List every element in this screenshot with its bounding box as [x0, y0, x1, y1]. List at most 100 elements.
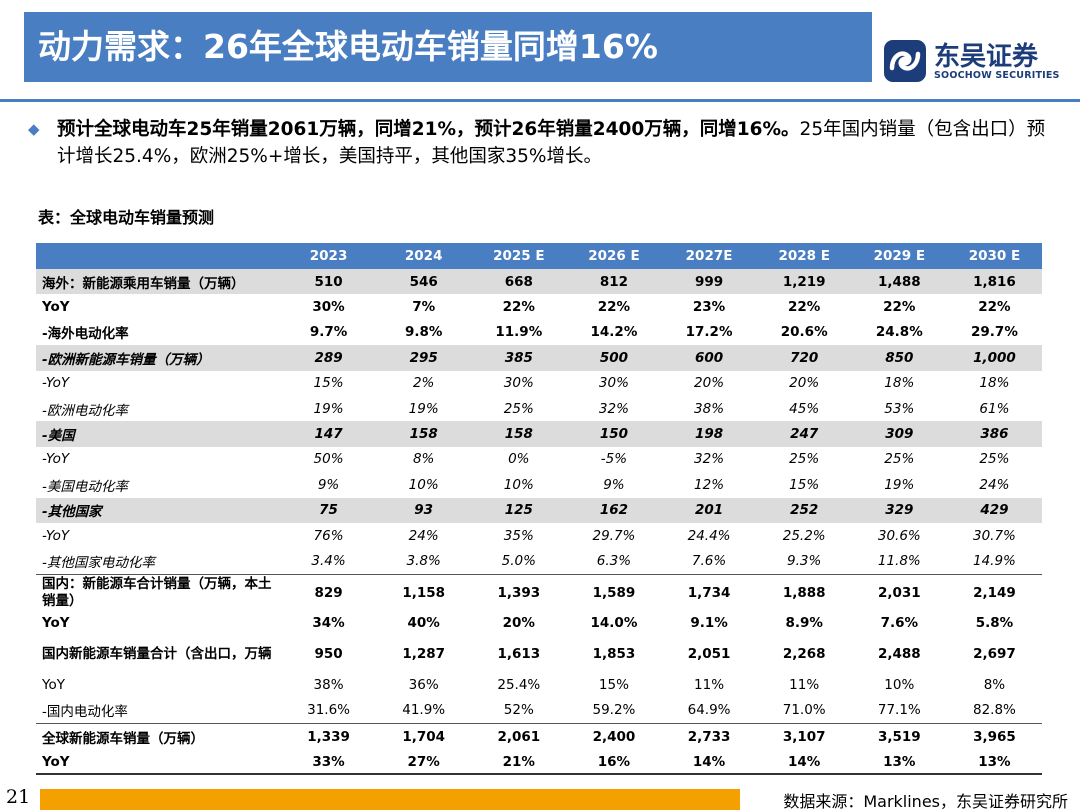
- table-cell: 24.8%: [875, 324, 923, 341]
- row-label: -欧洲新能源车销量（万辆）: [36, 345, 281, 371]
- table-cell: 829: [281, 573, 377, 611]
- table-cell: 34%: [312, 615, 345, 632]
- header-cell-year: 2027E: [661, 243, 757, 269]
- row-label: -美国电动化率: [42, 478, 128, 495]
- table-cell: 30%: [503, 375, 534, 392]
- table-row: YoY 30% 7% 22% 22% 23% 22% 22% 22%: [36, 294, 1042, 319]
- table-cell: 1,219: [756, 269, 852, 295]
- header-cell-label: [36, 243, 281, 269]
- row-label: -YoY: [42, 451, 70, 468]
- table-cell: 15%: [789, 476, 820, 493]
- table-cell: 252: [756, 497, 852, 523]
- row-label: 国内新能源车销量合计（含出口，万辆: [42, 645, 272, 662]
- table-cell: 50%: [313, 451, 344, 468]
- table-cell: 15%: [313, 375, 344, 392]
- table-cell: 25.4%: [497, 676, 541, 693]
- row-label: -海外电动化率: [42, 326, 129, 343]
- table-cell: 2,488: [877, 646, 921, 663]
- table-cell: 158: [376, 421, 472, 447]
- table-cell: 19%: [313, 400, 344, 417]
- header-cell-year: 2030 E: [946, 243, 1042, 269]
- table-cell: 8%: [983, 676, 1006, 693]
- row-label: 国内：新能源车合计销量（万辆，本土销量）: [36, 573, 281, 611]
- table-cell: 22%: [883, 299, 916, 316]
- row-label: -其他国家电动化率: [42, 554, 155, 571]
- table-cell: 201: [661, 497, 757, 523]
- table-cell: 53%: [884, 400, 915, 417]
- header-cell-year: 2024: [376, 243, 472, 269]
- row-label: -欧洲电动化率: [42, 402, 128, 419]
- table-cell: 17.2%: [685, 324, 733, 341]
- table-row: -欧洲新能源车销量（万辆） 289 295 385 500 600 720 850 1,000: [36, 345, 1042, 371]
- table-cell: 289: [281, 345, 377, 371]
- table-cell: 27%: [407, 753, 440, 770]
- summary-bold-text: 预计全球电动车25年销量2061万辆，同增21%，预计26年销量2400万辆，同…: [57, 119, 800, 140]
- table-cell: 12%: [694, 476, 725, 493]
- table-cell: 9%: [317, 476, 340, 493]
- table-cell: 38%: [313, 676, 344, 693]
- table-cell: 9.7%: [309, 324, 348, 341]
- table-cell: 1,888: [756, 573, 852, 611]
- table-cell: 14.9%: [972, 552, 1016, 569]
- table-row: YoY 38% 36% 25.4% 15% 11% 11% 10% 8%: [36, 672, 1042, 697]
- table-cell: 2,051: [687, 646, 731, 663]
- table-cell: 9.1%: [690, 615, 728, 632]
- table-cell: 950: [314, 646, 343, 663]
- row-label: YoY: [42, 299, 70, 316]
- table-cell: 36%: [408, 676, 439, 693]
- table-cell: 2,733: [661, 722, 757, 750]
- table-cell: 3.8%: [406, 552, 441, 569]
- diamond-bullet-icon: ◆: [28, 120, 40, 138]
- table-cell: 3.4%: [311, 552, 346, 569]
- table-cell: 600: [661, 345, 757, 371]
- table-cell: 9.8%: [404, 324, 443, 341]
- table-cell: 1,393: [471, 573, 567, 611]
- table-cell: 1,816: [946, 269, 1042, 295]
- table-cell: 3,965: [946, 722, 1042, 750]
- table-cell: 309: [851, 421, 947, 447]
- row-label: YoY: [42, 676, 65, 693]
- table-row: 国内新能源车销量合计（含出口，万辆 950 1,287 1,613 1,853 2,051…: [36, 636, 1042, 672]
- table-cell: 9%: [603, 476, 625, 493]
- header-cell-year: 2026 E: [566, 243, 662, 269]
- table-row: 海外：新能源乘用车销量（万辆） 510 546 668 812 999 1,219 1,488…: [36, 269, 1042, 295]
- table-cell: 999: [661, 269, 757, 295]
- soochow-logo-icon: [884, 40, 926, 82]
- table-cell: 9.3%: [787, 552, 822, 569]
- table-cell: 1,287: [402, 646, 446, 663]
- table-cell: 14.0%: [590, 615, 638, 632]
- table-cell: 22%: [978, 299, 1011, 316]
- table-cell: 2,400: [566, 722, 662, 750]
- table-cell: 71.0%: [782, 702, 826, 719]
- table-caption: 表：全球电动车销量预测: [38, 208, 215, 227]
- header-cell-year: 2023: [281, 243, 377, 269]
- row-label: -国内电动化率: [42, 704, 128, 721]
- table-cell: 45%: [789, 400, 820, 417]
- table-cell: 20%: [694, 375, 725, 392]
- table-cell: 8.9%: [785, 615, 823, 632]
- title-banner: 动力需求：26年全球电动车销量同增16%: [24, 12, 872, 82]
- table-cell: 158: [471, 421, 567, 447]
- table-cell: 5.0%: [501, 552, 536, 569]
- table-cell: 1,488: [851, 269, 947, 295]
- table-cell: 1,853: [592, 646, 636, 663]
- table-cell: 8%: [412, 451, 435, 468]
- table-cell: 40%: [407, 615, 440, 632]
- table-cell: 24.4%: [687, 527, 731, 544]
- summary-normal-text: 25年国内销量（包含出口）预计增长25.4%，欧洲25%+增长，美国持平，其他国…: [57, 119, 1046, 167]
- table-header-row: 2023 2024 2025 E 2026 E 2027E 2028 E 2029 E 203…: [36, 243, 1042, 269]
- table-cell: 6.3%: [596, 552, 632, 569]
- table-cell: 16%: [597, 753, 631, 770]
- row-label: YoY: [42, 753, 70, 770]
- table-cell: 25.2%: [782, 527, 826, 544]
- table-cell: 812: [566, 269, 662, 295]
- row-label: 全球新能源车销量（万辆）: [36, 722, 281, 750]
- table-cell: 329: [851, 497, 947, 523]
- table-row: -YoY 76% 24% 35% 29.7% 24.4% 25.2% 30.6% 30.7%: [36, 523, 1042, 548]
- table-cell: 25%: [979, 451, 1010, 468]
- table-cell: 25%: [503, 400, 534, 417]
- table-cell: 2,697: [973, 646, 1016, 663]
- row-label: YoY: [42, 615, 70, 632]
- table-cell: 76%: [313, 527, 344, 544]
- row-label: -其他国家: [36, 497, 281, 523]
